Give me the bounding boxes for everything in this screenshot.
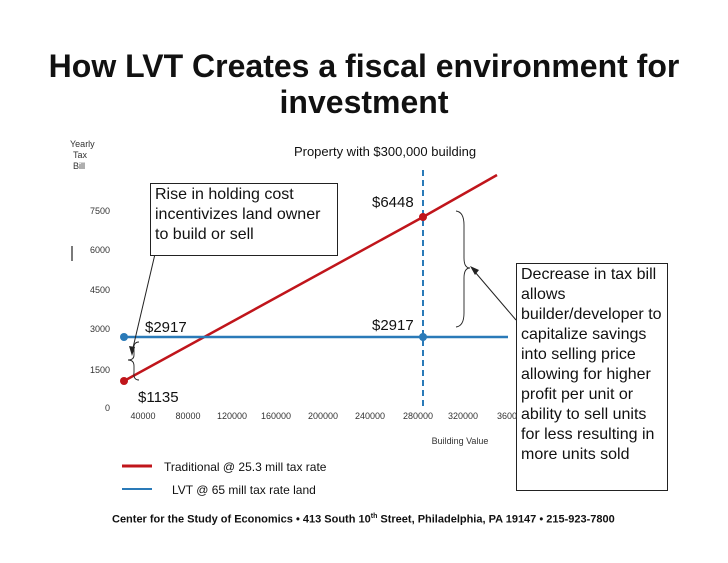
left-callout-arrowhead: [129, 346, 135, 356]
chart-title: Property with $300,000 building: [294, 144, 476, 159]
x-axis-label: Building Value: [432, 436, 489, 446]
data-point-marker: [120, 333, 128, 341]
footer-text-end: Street, Philadelphia, PA 19147 • 215-923…: [377, 513, 615, 526]
tax-decrease-callout-text: Decrease in tax bill allows builder/deve…: [521, 266, 662, 463]
data-point-marker: [419, 213, 427, 221]
x-tick-label: 120000: [217, 411, 247, 421]
axes-layer: [71, 170, 424, 406]
y-tick-label: 0: [105, 403, 110, 413]
right-callout-arrow-line: [474, 271, 517, 321]
label-lvt-end: $2917: [372, 317, 414, 334]
x-tick-label: 160000: [261, 411, 291, 421]
x-tick-label: 320000: [448, 411, 478, 421]
y-tick-label: 1500: [90, 365, 110, 375]
legend-layer: Traditional @ 25.3 mill tax rate LVT @ 65…: [122, 460, 327, 497]
y-axis-label-line: Yearly: [70, 139, 95, 149]
label-lvt-start: $2917: [145, 319, 187, 336]
holding-cost-callout: Rise in holding cost incentivizes land o…: [150, 183, 338, 256]
data-labels-layer: $1135 $2917 $6448 $2917: [138, 194, 414, 406]
start-difference-bracket: [127, 341, 140, 381]
slide-title: How LVT Creates a fiscal environment for…: [48, 48, 680, 120]
y-tick-label: 6000: [90, 245, 110, 255]
x-tick-label: 360000: [497, 411, 527, 421]
x-tick-label: 200000: [308, 411, 338, 421]
x-tick-label: 80000: [175, 411, 200, 421]
data-point-marker: [120, 377, 128, 385]
label-trad-end: $6448: [372, 194, 414, 211]
holding-cost-callout-text: Rise in holding cost incentivizes land o…: [155, 186, 321, 243]
x-tick-label: 280000: [403, 411, 433, 421]
annotation-lines-layer: [127, 210, 517, 381]
label-trad-start: $1135: [138, 389, 179, 406]
left-callout-arrow-line: [131, 253, 156, 353]
end-difference-bracket: [455, 210, 471, 328]
footer-contact: Center for the Study of Economics • 413 …: [112, 513, 615, 526]
tax-decrease-callout: Decrease in tax bill allows builder/deve…: [516, 263, 668, 491]
legend-label-traditional: Traditional @ 25.3 mill tax rate: [164, 460, 327, 474]
y-tick-label: 7500: [90, 206, 110, 216]
data-point-marker: [419, 333, 427, 341]
y-axis-label-line: Bill: [73, 161, 85, 171]
tick-labels-layer: Property with $300,000 building YearlyTax…: [70, 139, 527, 446]
legend-label-lvt: LVT @ 65 mill tax rate land: [172, 483, 316, 497]
x-tick-label: 40000: [130, 411, 155, 421]
y-tick-label: 3000: [90, 324, 110, 334]
right-callout-arrowhead: [470, 266, 479, 275]
y-axis-label-line: Tax: [73, 150, 88, 160]
y-tick-label: 4500: [90, 285, 110, 295]
marker-layer: [120, 213, 427, 385]
footer-text-start: Center for the Study of Economics • 413 …: [112, 513, 371, 526]
x-tick-label: 240000: [355, 411, 385, 421]
footer-superscript: th: [370, 513, 378, 520]
